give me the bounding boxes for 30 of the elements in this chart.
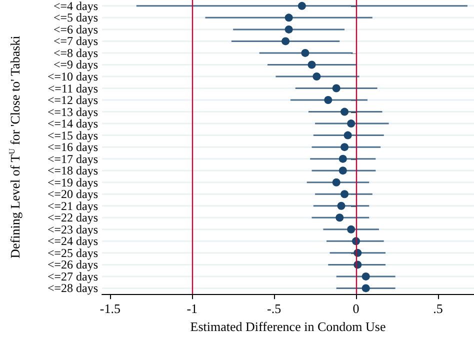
point bbox=[337, 202, 346, 210]
point bbox=[332, 178, 340, 186]
x-tick-label: 0 bbox=[352, 301, 360, 316]
point bbox=[332, 84, 340, 92]
y-tick-label: <=4 days bbox=[53, 0, 98, 13]
x-tick-label: -1 bbox=[186, 301, 198, 316]
x-tick-label: -.5 bbox=[267, 301, 282, 316]
point bbox=[338, 166, 347, 175]
point bbox=[308, 60, 316, 69]
point bbox=[301, 48, 310, 57]
y-axis-title: Defining Level of TU for 'Close to' Tabaski bbox=[8, 35, 22, 258]
point bbox=[362, 284, 370, 292]
point bbox=[347, 225, 356, 234]
point bbox=[340, 143, 349, 152]
point bbox=[284, 14, 293, 22]
point bbox=[347, 120, 356, 128]
point bbox=[340, 190, 349, 198]
point bbox=[284, 25, 293, 34]
point bbox=[312, 72, 321, 80]
point bbox=[282, 37, 290, 46]
x-tick-label: .5 bbox=[433, 301, 443, 316]
point bbox=[340, 108, 349, 116]
point bbox=[298, 2, 306, 10]
point bbox=[362, 272, 370, 280]
point bbox=[344, 131, 352, 140]
point bbox=[338, 154, 347, 163]
x-axis-title: Estimated Difference in Condom Use bbox=[190, 319, 386, 334]
x-tick-label: -1.5 bbox=[100, 301, 120, 316]
point bbox=[324, 96, 332, 104]
point bbox=[336, 214, 344, 222]
